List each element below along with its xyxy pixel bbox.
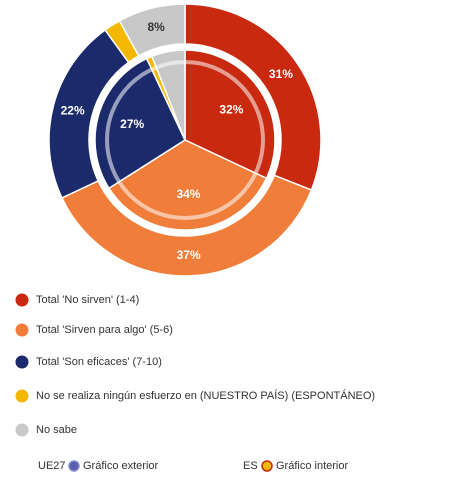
value-label: 37% (177, 248, 201, 262)
legend-swatch (15, 423, 29, 437)
ring-divider (105, 60, 265, 220)
value-label: 8% (147, 20, 165, 34)
slice (94, 57, 186, 190)
slice (184, 49, 276, 180)
footer-icon (261, 460, 273, 472)
legend-swatch (15, 323, 29, 337)
footer-caption: Gráfico interior (276, 460, 348, 472)
value-label: 32% (219, 103, 243, 117)
legend-label: Total 'Sirven para algo' (5-6) (36, 324, 173, 336)
slice (118, 3, 186, 57)
footer-series: ES (243, 460, 258, 472)
slice (184, 3, 322, 192)
value-label: 34% (176, 187, 200, 201)
legend-label: No se realiza ningún esfuerzo en (NUESTR… (36, 389, 375, 402)
footer-icon (68, 460, 80, 472)
slice (150, 49, 186, 141)
value-label: 27% (120, 117, 144, 131)
legend-label: Total 'No sirven' (1-4) (36, 294, 139, 306)
legend-label: Total 'Son eficaces' (7-10) (36, 356, 162, 368)
legend-label: No sabe (36, 424, 77, 436)
legend-swatch (15, 293, 29, 307)
slice (60, 174, 313, 277)
value-label: 22% (61, 103, 85, 117)
value-label: 31% (269, 67, 293, 81)
legend-swatch (15, 355, 29, 369)
footer-caption: Gráfico exterior (83, 460, 159, 472)
footer-series: UE27 (38, 460, 66, 472)
legend-swatch (15, 389, 29, 403)
